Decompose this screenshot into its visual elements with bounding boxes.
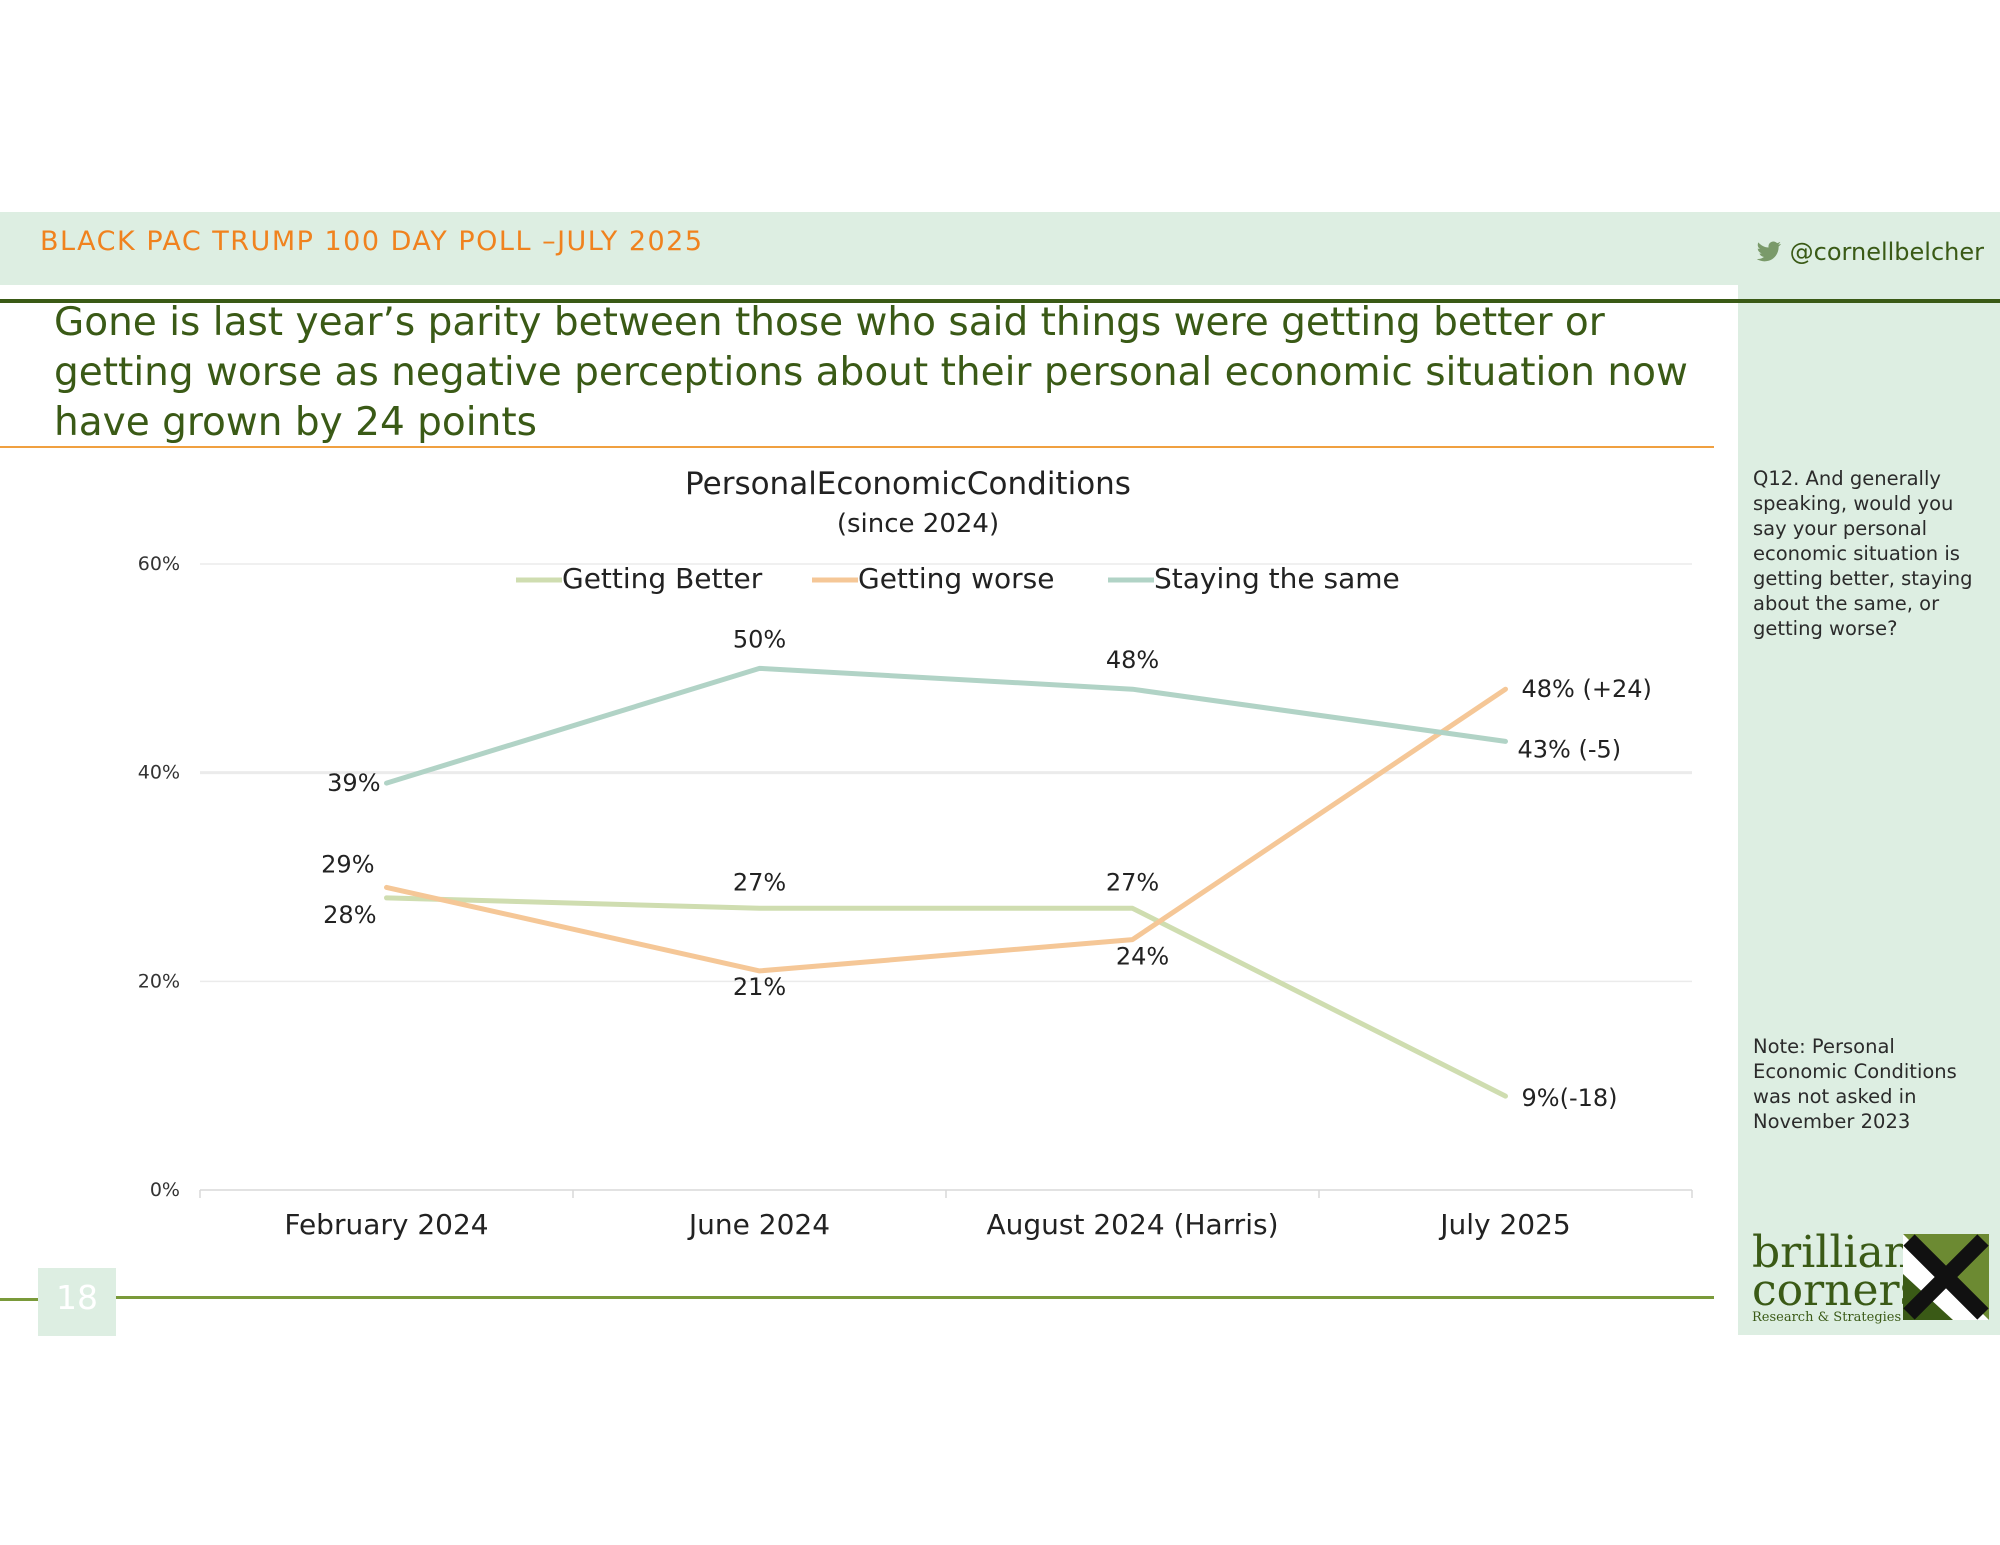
header-divider bbox=[0, 299, 2000, 303]
line-chart: PersonalEconomicConditions (since 2024) … bbox=[138, 466, 1693, 1241]
x-tick-label: June 2024 bbox=[687, 1208, 830, 1241]
data-label: 28% bbox=[323, 901, 376, 929]
data-label: 27% bbox=[733, 868, 786, 896]
twitter-handle-text: @cornellbelcher bbox=[1789, 238, 1984, 266]
page-number-box bbox=[38, 1268, 116, 1336]
header-band bbox=[0, 212, 2000, 285]
legend-label: Staying the same bbox=[1154, 562, 1400, 595]
series-line bbox=[384, 895, 1508, 1099]
x-tick-label: February 2024 bbox=[284, 1208, 488, 1241]
chart-title: PersonalEconomicConditions bbox=[685, 466, 1131, 502]
logo-x-mark-icon bbox=[1903, 1234, 1989, 1320]
data-label: 43% (-5) bbox=[1518, 735, 1622, 763]
data-label: 50% bbox=[733, 625, 786, 653]
data-label: 48% bbox=[1106, 646, 1159, 674]
headline-divider bbox=[0, 446, 1714, 448]
data-label: 21% bbox=[733, 973, 786, 1001]
data-label: 48% (+24) bbox=[1522, 675, 1652, 703]
y-tick-label: 60% bbox=[138, 553, 180, 575]
poll-title: BLACK PAC TRUMP 100 DAY POLL –JULY 2025 bbox=[40, 226, 704, 257]
x-tick-label: July 2025 bbox=[1438, 1208, 1571, 1241]
legend-label: Getting worse bbox=[858, 562, 1054, 595]
y-tick-label: 40% bbox=[138, 762, 180, 784]
data-label: 39% bbox=[327, 769, 380, 797]
footer-divider-left bbox=[0, 1298, 38, 1301]
data-label: 27% bbox=[1106, 868, 1159, 896]
footer-divider bbox=[116, 1296, 1714, 1299]
survey-question: Q12. And generally speaking, would you s… bbox=[1753, 467, 1973, 640]
logo-tagline: Research & Strategies bbox=[1752, 1310, 1902, 1325]
data-label: 24% bbox=[1116, 943, 1169, 971]
legend-label: Getting Better bbox=[562, 562, 763, 595]
data-label: 9%(-18) bbox=[1522, 1084, 1618, 1112]
twitter-handle[interactable]: @cornellbelcher bbox=[1756, 238, 1984, 266]
y-tick-label: 0% bbox=[150, 1179, 180, 1201]
slide-headline: Gone is last year’s parity between those… bbox=[54, 300, 1688, 445]
company-logo: brilliant corners Research & Strategies bbox=[1748, 1227, 1989, 1325]
sidebar-panel bbox=[1738, 285, 2000, 1335]
survey-note: Note: Personal Economic Conditions was n… bbox=[1753, 1035, 1957, 1133]
logo-word-1: brilliant bbox=[1752, 1227, 1930, 1278]
chart-subtitle: (since 2024) bbox=[837, 509, 999, 539]
page-number: 18 bbox=[56, 1278, 98, 1317]
logo-word-2: corners bbox=[1752, 1265, 1923, 1316]
twitter-bird-icon bbox=[1756, 241, 1781, 262]
y-tick-label: 20% bbox=[138, 970, 180, 992]
data-label: 29% bbox=[321, 850, 374, 878]
series-line bbox=[384, 665, 1508, 786]
x-tick-label: August 2024 (Harris) bbox=[986, 1208, 1278, 1241]
series-line bbox=[384, 686, 1508, 974]
